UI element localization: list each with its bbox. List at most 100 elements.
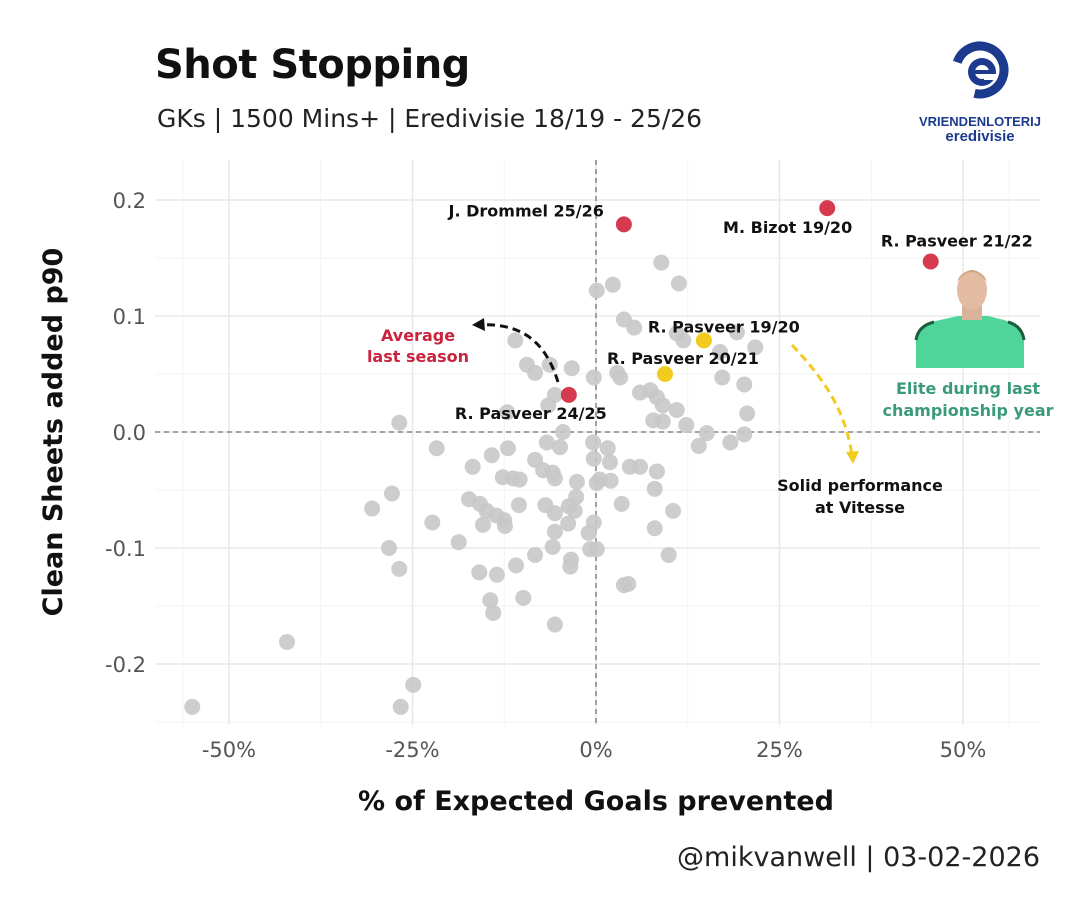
data-point	[563, 360, 580, 377]
average-arrow	[475, 323, 560, 383]
y-tick-label: -0.2	[105, 653, 146, 677]
average-annotation-line1: Average	[381, 326, 455, 345]
data-point	[568, 473, 585, 490]
data-point	[278, 633, 295, 650]
data-point	[538, 434, 555, 451]
vitesse-arrow-head	[846, 451, 859, 464]
x-tick-label: 0%	[579, 738, 612, 762]
data-point	[552, 439, 569, 456]
data-point	[678, 417, 695, 434]
chart-title: Shot Stopping	[155, 42, 470, 88]
average-arrow-head	[472, 318, 485, 331]
x-tick-label: 50%	[940, 738, 987, 762]
data-point	[653, 254, 670, 271]
highlighted-point	[656, 366, 673, 382]
highlighted-point-label: R. Pasveer 19/20	[648, 317, 800, 336]
data-point	[646, 520, 663, 537]
highlighted-point	[922, 253, 939, 270]
data-point	[714, 369, 731, 386]
y-tick-label: 0.1	[113, 305, 146, 329]
point-labels: J. Drommel 25/26 M. Bizot 19/20 R. Pasveer…	[448, 201, 1033, 423]
data-point	[588, 282, 605, 299]
data-point	[544, 538, 561, 555]
data-point	[588, 475, 605, 492]
x-tick-label: -25%	[385, 738, 439, 762]
data-point	[499, 440, 516, 457]
data-point	[739, 405, 756, 422]
highlighted-point	[560, 386, 577, 403]
data-point	[485, 604, 502, 621]
data-point	[747, 339, 764, 356]
x-axis-label: % of Expected Goals prevented	[358, 786, 834, 817]
data-point	[612, 369, 629, 386]
logo-line1: VRIENDENLOTERIJ	[919, 114, 1041, 129]
data-point	[364, 500, 381, 517]
data-point	[184, 698, 201, 715]
data-point	[424, 514, 441, 531]
data-point	[464, 458, 481, 475]
data-points	[184, 200, 939, 715]
data-point	[736, 376, 753, 393]
data-point	[511, 471, 528, 488]
data-point	[471, 564, 488, 581]
data-point	[562, 558, 579, 575]
data-point	[383, 485, 400, 502]
data-point	[527, 364, 544, 381]
data-point	[488, 566, 505, 583]
logo-line2: eredivisie	[945, 128, 1014, 145]
highlighted-point-label: J. Drommel 25/26	[448, 201, 604, 220]
y-tick-label: 0.2	[113, 189, 146, 213]
data-point	[722, 434, 739, 451]
data-point	[540, 397, 557, 414]
chart-subtitle: GKs | 1500 Mins+ | Eredivisie 18/19 - 25…	[157, 104, 703, 133]
data-point	[675, 332, 692, 349]
data-point	[546, 523, 563, 540]
data-point	[698, 425, 715, 442]
footer-credit: @mikvanwell | 03-02-2026	[677, 842, 1040, 873]
data-point	[554, 424, 571, 440]
data-point	[599, 440, 616, 457]
y-axis-label: Clean Sheets added p90	[38, 248, 69, 617]
data-point	[391, 560, 408, 577]
data-point	[712, 343, 729, 360]
data-point	[604, 276, 621, 293]
highlighted-point-label: R. Pasveer 21/22	[881, 231, 1033, 250]
x-tick-label: -50%	[202, 738, 256, 762]
average-annotation-line2: last season	[367, 347, 469, 366]
data-point	[483, 447, 500, 464]
goalkeeper-photo	[914, 270, 1026, 368]
highlighted-point-label: M. Bizot 19/20	[723, 218, 852, 237]
data-point	[391, 414, 408, 431]
data-point	[585, 434, 602, 451]
data-point	[626, 319, 643, 336]
highlighted-point-label: R. Pasveer 24/25	[455, 404, 607, 423]
x-tick-label: 25%	[756, 738, 803, 762]
data-point	[546, 505, 563, 522]
data-point	[620, 575, 637, 592]
vitesse-annotation-line1: Solid performance	[777, 476, 943, 495]
data-point	[507, 557, 524, 574]
data-point	[527, 546, 544, 563]
data-point	[474, 516, 491, 533]
vitesse-arrow	[790, 343, 854, 456]
data-point	[670, 275, 687, 292]
highlighted-point	[695, 332, 712, 349]
data-point	[690, 437, 707, 454]
data-point	[428, 440, 445, 457]
data-point	[668, 401, 685, 418]
data-point	[602, 472, 619, 489]
data-point	[566, 502, 583, 519]
data-point	[660, 546, 677, 563]
data-point	[482, 592, 499, 609]
data-point	[510, 497, 527, 514]
data-point	[588, 541, 605, 558]
data-point	[515, 589, 532, 606]
data-point	[496, 517, 513, 534]
data-point	[632, 458, 649, 475]
data-point	[654, 397, 671, 414]
data-point	[381, 540, 398, 556]
data-point	[450, 534, 467, 551]
data-point	[507, 332, 524, 349]
elite-annotation-line1: Elite during last	[896, 379, 1040, 398]
